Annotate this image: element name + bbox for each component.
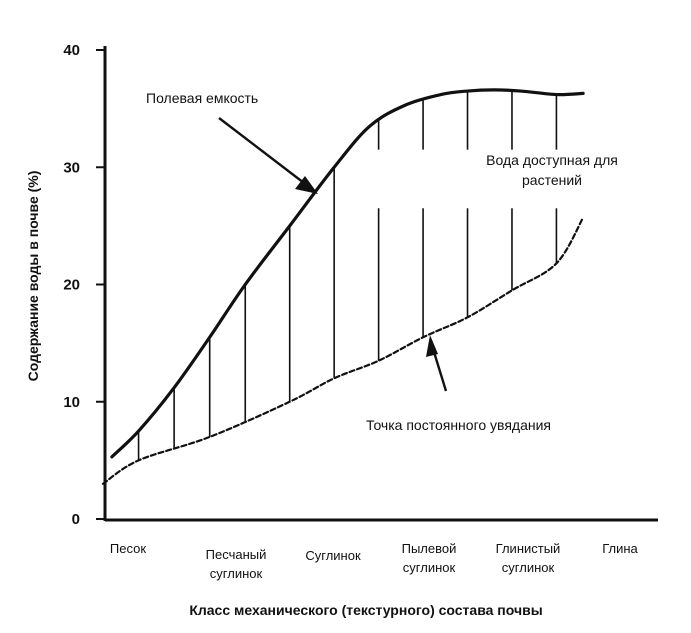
y-tick-label-4: 40 — [63, 42, 80, 59]
x-cat-label-5: Глина — [602, 541, 638, 556]
field-capacity-label: Полевая емкость — [146, 90, 258, 106]
x-cat-label-1-line1: Песчаный — [206, 547, 267, 562]
wilting-point-arrow-shaft — [432, 351, 448, 392]
field-capacity-curve — [110, 88, 585, 459]
y-tick-label-0: 0 — [72, 511, 80, 528]
available-water-label-line2: растений — [522, 172, 582, 188]
series-layer — [101, 88, 585, 485]
x-cat-label-3-line1: Пылевой — [402, 541, 457, 556]
field-capacity-arrow-shaft — [218, 117, 305, 184]
x-cat-label-4-line1: Глинистый — [496, 541, 561, 556]
y-axis-title: Содержание воды в почве (%) — [25, 171, 41, 382]
wilting-point-curve — [101, 216, 585, 485]
available-water-label-line1: Вода доступная для — [486, 152, 618, 168]
wilting-point-label: Точка постоянного увядания — [366, 417, 551, 433]
y-ticks: 0 10 20 30 40 — [63, 42, 105, 528]
x-cat-label-1-line2: суглинок — [210, 566, 263, 581]
x-cat-label-3-line2: суглинок — [403, 560, 456, 575]
y-tick-label-2: 20 — [63, 277, 80, 294]
x-axis-title: Класс механического (текстурного) состав… — [189, 602, 542, 618]
x-cat-label-4-line2: суглинок — [502, 560, 555, 575]
available-water-hatch — [137, 90, 558, 461]
field-capacity-arrow-head — [295, 176, 318, 194]
x-cat-label-2: Суглинок — [305, 548, 361, 563]
wilting-point-arrow-head — [426, 335, 438, 357]
y-tick-label-3: 30 — [63, 159, 80, 176]
x-cat-label-0: Песок — [110, 541, 146, 556]
y-tick-label-1: 10 — [63, 394, 80, 411]
